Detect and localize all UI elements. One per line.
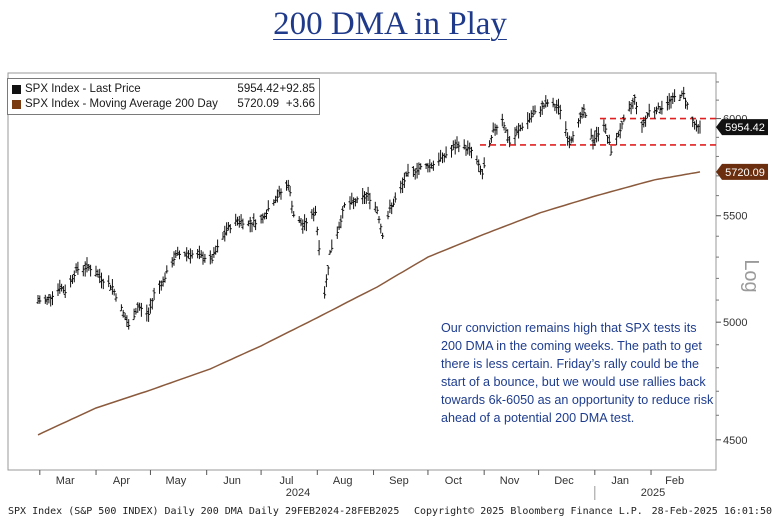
legend-swatch-moving-average	[12, 100, 21, 109]
chart: 4500500055006000LogMarAprMayJunJulAugSep…	[7, 72, 768, 500]
x-tick-label: Jan	[611, 475, 629, 487]
legend-swatch-last-price	[12, 85, 21, 94]
y-axis-label: Log	[740, 259, 762, 292]
last-price-flag	[716, 119, 768, 136]
y-tick-label: 5000	[723, 317, 747, 329]
chart-legend: SPX Index - Last Price 5954.42 +92.85 SP…	[7, 78, 320, 115]
legend-change: +3.66	[285, 98, 315, 110]
x-tick-label: Dec	[554, 475, 574, 487]
footer-copyright: Copyright© 2025 Bloomberg Finance L.P.	[414, 506, 643, 517]
x-tick-label: Aug	[333, 475, 353, 487]
legend-label: SPX Index - Last Price	[25, 83, 141, 95]
footer-timestamp: 28-Feb-2025 16:01:50	[651, 506, 772, 517]
moving-average-flag	[716, 163, 768, 180]
legend-label: SPX Index - Moving Average 200 Day	[25, 98, 218, 110]
y-tick-label: 5500	[723, 211, 747, 223]
legend-item-moving-average: SPX Index - Moving Average 200 Day 5720.…	[12, 97, 315, 112]
x-tick-label: Oct	[445, 475, 462, 487]
y-tick-label: 4500	[723, 435, 747, 447]
x-tick-label: Jul	[279, 475, 293, 487]
legend-value: 5720.09	[237, 98, 279, 110]
commentary-text: Our conviction remains high that SPX tes…	[441, 321, 714, 425]
x-tick-label: Feb	[665, 475, 684, 487]
last-price-label: 5954.42	[725, 122, 765, 134]
x-tick-label: Mar	[56, 475, 75, 487]
year-label: 2025	[641, 487, 665, 499]
legend-value: 5954.42	[237, 83, 279, 95]
moving-average-line	[37, 171, 701, 436]
legend-item-last-price: SPX Index - Last Price 5954.42 +92.85	[12, 82, 315, 97]
x-tick-label: Sep	[389, 475, 409, 487]
x-tick-label: Jun	[223, 475, 241, 487]
footer-source: SPX Index (S&P 500 INDEX) Daily 200 DMA …	[8, 506, 400, 517]
page-title: 200 DMA in Play	[273, 6, 507, 42]
year-label: 2024	[286, 487, 310, 499]
moving-average-label: 5720.09	[725, 167, 765, 179]
x-tick-label: May	[165, 475, 186, 487]
legend-change: +92.85	[279, 83, 316, 95]
x-tick-label: Nov	[500, 475, 520, 487]
x-tick-label: Apr	[113, 475, 130, 487]
